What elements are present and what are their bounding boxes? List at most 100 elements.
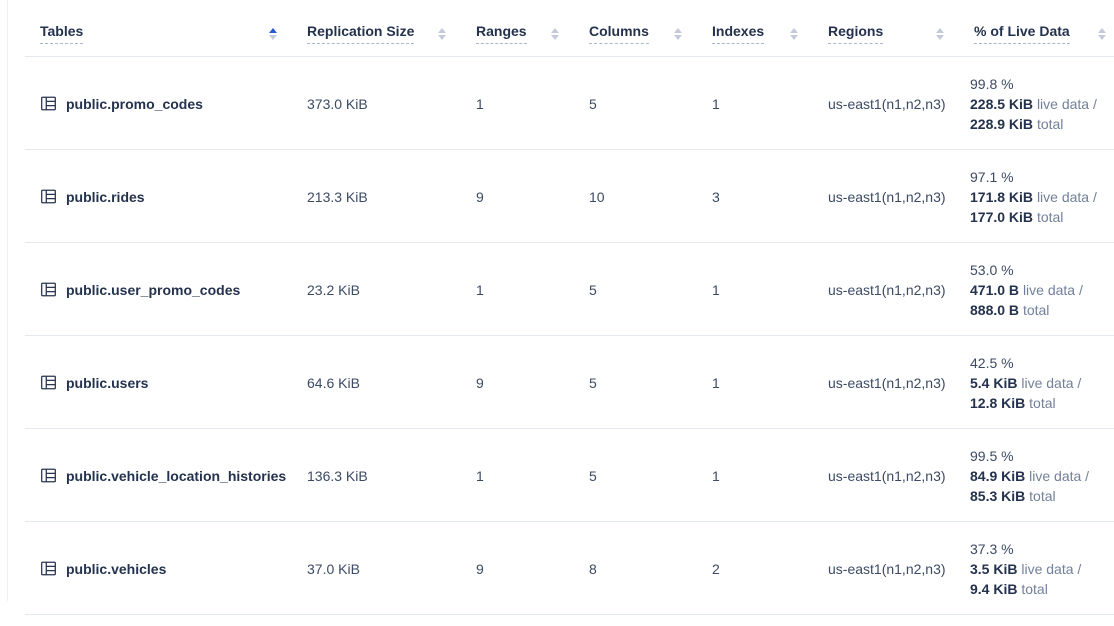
regions-cell: us-east1(n1,n2,n3) bbox=[828, 281, 946, 298]
column-header-label: Ranges bbox=[476, 23, 527, 44]
sort-asc-icon[interactable] bbox=[936, 27, 944, 33]
sort-arrows-icon[interactable] bbox=[551, 27, 559, 40]
total-size-line: 228.9 KiB total bbox=[970, 115, 1064, 132]
replication-size-cell: 23.2 KiB bbox=[307, 281, 360, 298]
table-row[interactable]: public.users 64.6 KiB 9 5 1 us-east1(n1,… bbox=[8, 336, 1114, 429]
table-body: public.promo_codes 373.0 KiB 1 5 1 us-ea… bbox=[8, 57, 1114, 615]
live-data-cell: 37.3 % 3.5 KiB live data / 9.4 KiB total bbox=[962, 522, 1114, 615]
table-name[interactable]: public.vehicles bbox=[66, 560, 167, 577]
column-header-ranges[interactable]: Ranges bbox=[464, 0, 577, 57]
table-icon bbox=[40, 467, 57, 484]
table-row[interactable]: public.user_promo_codes 23.2 KiB 1 5 1 u… bbox=[8, 243, 1114, 336]
replication-size-cell: 213.3 KiB bbox=[307, 188, 368, 205]
column-header-tables[interactable]: Tables bbox=[8, 0, 295, 57]
sort-arrows-icon[interactable] bbox=[269, 27, 277, 40]
total-size-line: 12.8 KiB total bbox=[970, 394, 1056, 411]
table-name-cell[interactable]: public.vehicle_location_histories bbox=[8, 429, 295, 522]
panel-left-border bbox=[7, 0, 8, 601]
table-row[interactable]: public.vehicles 37.0 KiB 9 8 2 us-east1(… bbox=[8, 522, 1114, 615]
table-name-cell[interactable]: public.rides bbox=[8, 150, 295, 243]
replication-size-cell: 136.3 KiB bbox=[307, 467, 368, 484]
sort-asc-icon[interactable] bbox=[674, 27, 682, 33]
table-row[interactable]: public.rides 213.3 KiB 9 10 3 us-east1(n… bbox=[8, 150, 1114, 243]
sort-desc-icon[interactable] bbox=[551, 34, 559, 40]
table-header-row: Tables Replication Size Ranges Columns I… bbox=[8, 0, 1114, 57]
table-name[interactable]: public.users bbox=[66, 374, 149, 391]
live-percent: 99.8 % bbox=[970, 75, 1014, 92]
table-row[interactable]: public.vehicle_location_histories 136.3 … bbox=[8, 429, 1114, 522]
sort-arrows-icon[interactable] bbox=[790, 27, 798, 40]
sort-asc-icon[interactable] bbox=[269, 27, 277, 33]
regions-cell: us-east1(n1,n2,n3) bbox=[828, 374, 946, 391]
live-size-line: 84.9 KiB live data / bbox=[970, 467, 1090, 484]
sort-arrows-icon[interactable] bbox=[936, 27, 944, 40]
live-percent: 37.3 % bbox=[970, 540, 1014, 557]
sort-asc-icon[interactable] bbox=[551, 27, 559, 33]
sort-desc-icon[interactable] bbox=[1098, 34, 1106, 40]
columns-cell: 5 bbox=[589, 467, 597, 484]
column-header-label: Regions bbox=[828, 23, 884, 44]
indexes-cell: 2 bbox=[712, 560, 720, 577]
ranges-cell: 1 bbox=[476, 95, 484, 112]
live-size-line: 471.0 B live data / bbox=[970, 281, 1083, 298]
live-percent: 42.5 % bbox=[970, 354, 1014, 371]
sort-arrows-icon[interactable] bbox=[438, 27, 446, 40]
sort-asc-icon[interactable] bbox=[438, 27, 446, 33]
live-data-cell: 42.5 % 5.4 KiB live data / 12.8 KiB tota… bbox=[962, 336, 1114, 429]
columns-cell: 5 bbox=[589, 95, 597, 112]
sort-arrows-icon[interactable] bbox=[1098, 27, 1106, 40]
table-name[interactable]: public.rides bbox=[66, 188, 145, 205]
live-data-cell: 99.5 % 84.9 KiB live data / 85.3 KiB tot… bbox=[962, 429, 1114, 522]
indexes-cell: 1 bbox=[712, 374, 720, 391]
table-name-cell[interactable]: public.user_promo_codes bbox=[8, 243, 295, 336]
live-size-line: 3.5 KiB live data / bbox=[970, 560, 1082, 577]
regions-cell: us-east1(n1,n2,n3) bbox=[828, 467, 946, 484]
column-header-label: % of Live Data bbox=[974, 23, 1070, 44]
sort-desc-icon[interactable] bbox=[674, 34, 682, 40]
table-name[interactable]: public.user_promo_codes bbox=[66, 281, 241, 298]
indexes-cell: 1 bbox=[712, 95, 720, 112]
replication-size-cell: 64.6 KiB bbox=[307, 374, 360, 391]
table-icon bbox=[40, 560, 57, 577]
indexes-cell: 1 bbox=[712, 281, 720, 298]
tables-table: Tables Replication Size Ranges Columns I… bbox=[8, 0, 1114, 615]
sort-asc-icon[interactable] bbox=[790, 27, 798, 33]
live-percent: 53.0 % bbox=[970, 261, 1014, 278]
sort-arrows-icon[interactable] bbox=[674, 27, 682, 40]
sort-desc-icon[interactable] bbox=[936, 34, 944, 40]
table-name[interactable]: public.promo_codes bbox=[66, 95, 203, 112]
live-percent: 97.1 % bbox=[970, 168, 1014, 185]
regions-cell: us-east1(n1,n2,n3) bbox=[828, 560, 946, 577]
sort-desc-icon[interactable] bbox=[269, 34, 277, 40]
column-header-columns[interactable]: Columns bbox=[577, 0, 700, 57]
table-icon bbox=[40, 281, 57, 298]
sort-asc-icon[interactable] bbox=[1098, 27, 1106, 33]
total-size-line: 888.0 B total bbox=[970, 301, 1050, 318]
live-size-line: 5.4 KiB live data / bbox=[970, 374, 1082, 391]
table-name-cell[interactable]: public.users bbox=[8, 336, 295, 429]
live-data-cell: 53.0 % 471.0 B live data / 888.0 B total bbox=[962, 243, 1114, 336]
sort-desc-icon[interactable] bbox=[438, 34, 446, 40]
sort-desc-icon[interactable] bbox=[790, 34, 798, 40]
ranges-cell: 9 bbox=[476, 560, 484, 577]
table-name[interactable]: public.vehicle_location_histories bbox=[66, 467, 287, 484]
column-header-label: Indexes bbox=[712, 23, 765, 44]
table-name-cell[interactable]: public.promo_codes bbox=[8, 57, 295, 150]
column-header-regions[interactable]: Regions bbox=[816, 0, 962, 57]
table-name-cell[interactable]: public.vehicles bbox=[8, 522, 295, 615]
columns-cell: 5 bbox=[589, 374, 597, 391]
columns-cell: 8 bbox=[589, 560, 597, 577]
column-header-of-live-data[interactable]: % of Live Data bbox=[962, 0, 1114, 57]
table-row[interactable]: public.promo_codes 373.0 KiB 1 5 1 us-ea… bbox=[8, 57, 1114, 150]
column-header-label: Columns bbox=[589, 23, 649, 44]
columns-cell: 5 bbox=[589, 281, 597, 298]
live-size-line: 171.8 KiB live data / bbox=[970, 188, 1097, 205]
regions-cell: us-east1(n1,n2,n3) bbox=[828, 188, 946, 205]
column-header-replication-size[interactable]: Replication Size bbox=[295, 0, 464, 57]
column-header-label: Replication Size bbox=[307, 23, 415, 44]
total-size-line: 85.3 KiB total bbox=[970, 487, 1056, 504]
ranges-cell: 1 bbox=[476, 281, 484, 298]
column-header-indexes[interactable]: Indexes bbox=[700, 0, 816, 57]
table-icon bbox=[40, 374, 57, 391]
